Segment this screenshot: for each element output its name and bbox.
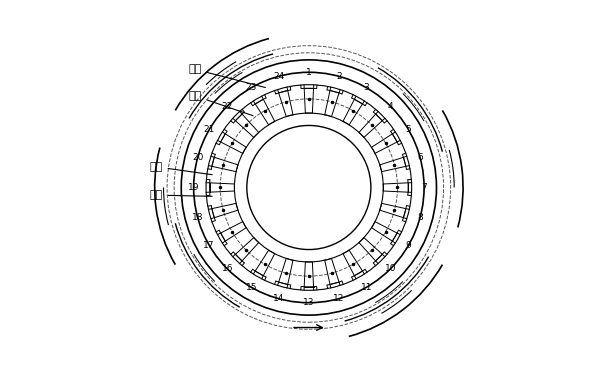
Text: 15: 15 (245, 283, 257, 292)
Text: 21: 21 (203, 125, 215, 134)
Text: 13: 13 (303, 298, 314, 307)
Text: 5: 5 (406, 125, 412, 134)
Text: 7: 7 (421, 183, 427, 192)
Text: 11: 11 (361, 283, 372, 292)
Text: 12: 12 (333, 294, 344, 303)
Text: 23: 23 (245, 83, 257, 92)
Text: 20: 20 (192, 153, 203, 162)
Text: 2: 2 (336, 72, 341, 81)
Text: 主尾: 主尾 (149, 190, 212, 200)
Text: 3: 3 (364, 83, 370, 92)
Text: 副尾: 副尾 (188, 91, 253, 116)
Text: 8: 8 (417, 213, 423, 222)
Text: 16: 16 (221, 264, 233, 273)
Text: 14: 14 (274, 294, 285, 303)
Text: 24: 24 (274, 72, 284, 81)
Text: 9: 9 (406, 241, 412, 250)
Text: 1: 1 (306, 68, 312, 77)
Text: 6: 6 (417, 153, 423, 162)
Text: 19: 19 (188, 183, 199, 192)
Text: 4: 4 (388, 102, 393, 111)
Text: 10: 10 (385, 264, 396, 273)
Text: 17: 17 (203, 241, 215, 250)
Text: 22: 22 (222, 102, 233, 111)
Text: 副頭: 副頭 (188, 64, 265, 87)
Text: 18: 18 (192, 213, 203, 222)
Text: 主頭: 主頭 (149, 162, 212, 175)
